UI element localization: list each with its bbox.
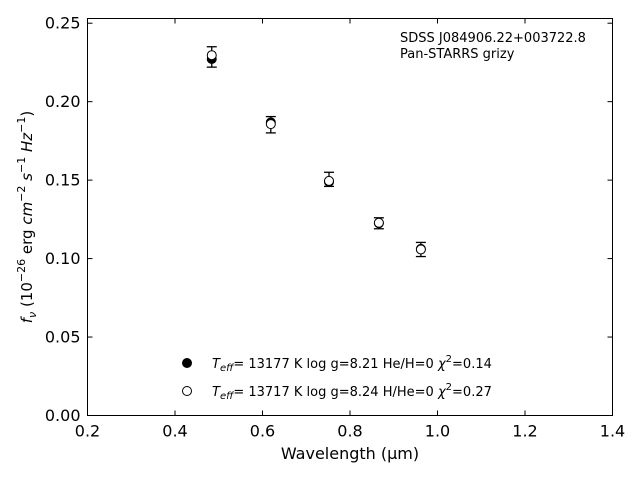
legend: Teff= 13177 K log g=8.21 He/H=0 χ2=0.14 … — [182, 354, 492, 402]
legend-label-filled: Teff= 13177 K log g=8.21 He/H=0 χ2=0.14 — [212, 354, 492, 374]
model-point-open — [415, 244, 426, 255]
x-tick-label: 0.4 — [162, 422, 187, 441]
model-point-open — [265, 119, 276, 130]
y-tick-label: 0.10 — [45, 249, 81, 268]
x-tick-label: 0.6 — [250, 422, 275, 441]
y-tick-label: 0.20 — [45, 92, 81, 111]
x-tick-label: 0.2 — [75, 422, 100, 441]
model-point-open — [373, 217, 384, 228]
legend-label-open: Teff= 13717 K log g=8.24 H/He=0 χ2=0.27 — [212, 382, 492, 402]
legend-entry-filled: Teff= 13177 K log g=8.21 He/H=0 χ2=0.14 — [182, 354, 492, 374]
x-axis-label: Wavelength (μm) — [281, 444, 419, 463]
x-tick-label: 0.8 — [337, 422, 362, 441]
legend-entry-open: Teff= 13717 K log g=8.24 H/He=0 χ2=0.27 — [182, 382, 492, 402]
model-point-open — [324, 175, 334, 186]
annotation-survey: Pan-STARRS grizy — [400, 47, 515, 62]
axis-ticks: 0.2 0.4 0.6 0.8 1.0 1.2 1.4 0.00 0.05 0.10 0.15 0.2… — [45, 14, 625, 441]
plot-frame — [87, 18, 613, 416]
model-point-open — [206, 50, 217, 61]
x-tick-label: 1.4 — [600, 422, 625, 441]
x-tick-label: 1.0 — [425, 422, 450, 441]
y-tick-label: 0.05 — [45, 328, 81, 347]
annotation-object-name: SDSS J084906.22+003722.8 — [400, 31, 586, 46]
x-tick-label: 1.2 — [512, 422, 537, 441]
y-axis-label: fν (10−26 erg cm−2 s−1 Hz−1) — [15, 111, 39, 324]
legend-marker-open-circle — [182, 386, 192, 396]
y-tick-label: 0.25 — [45, 14, 81, 33]
svg-text:fν (10−26 erg cm−2 s−1 Hz−1): fν (10−26 erg cm−2 s−1 Hz−1) — [15, 111, 39, 324]
legend-marker-filled-circle — [182, 358, 192, 368]
plot-marks — [206, 46, 426, 258]
y-tick-label: 0.15 — [45, 171, 81, 190]
y-tick-label: 0.00 — [45, 406, 81, 425]
